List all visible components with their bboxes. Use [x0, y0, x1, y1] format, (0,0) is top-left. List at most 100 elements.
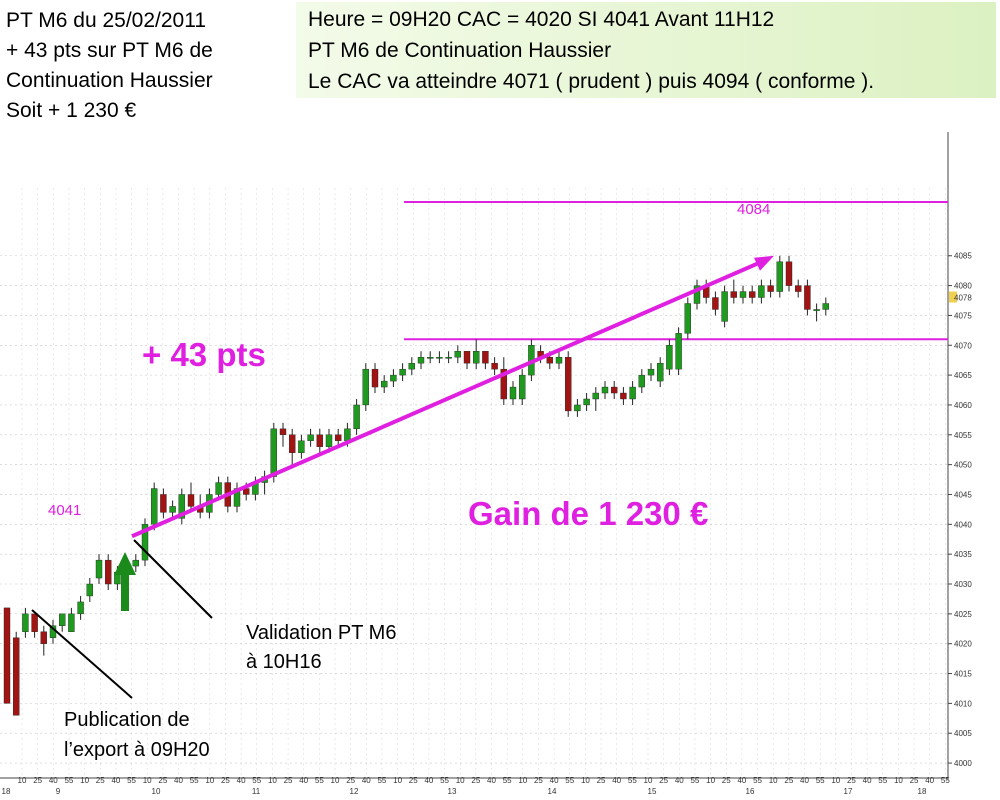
candle-body [675, 333, 682, 370]
candle-body [463, 351, 471, 364]
y-tick-label: 4055 [954, 431, 972, 440]
x-minute-label: 55 [377, 776, 386, 785]
x-hour-label: 13 [448, 787, 457, 796]
x-minute-label: 10 [706, 776, 715, 785]
candle-body [583, 398, 590, 406]
candle-body [270, 428, 277, 477]
x-minute-label: 40 [299, 776, 308, 785]
x-minute-label: 25 [722, 776, 731, 785]
candle-body [215, 482, 222, 495]
x-hour-label: 12 [350, 787, 359, 796]
start-price-label: 4041 [48, 502, 81, 519]
candle-body [12, 637, 20, 716]
x-minute-label: 55 [252, 776, 261, 785]
x-minute-label: 55 [503, 776, 512, 785]
price-marker [949, 291, 957, 303]
info-box: Heure = 09H20 CAC = 4020 SI 4041 Avant 1… [296, 2, 996, 98]
publication-callout-line [31, 609, 133, 699]
x-minute-label: 55 [628, 776, 637, 785]
candle-body [86, 583, 94, 597]
x-minute-label: 25 [158, 776, 167, 785]
x-minute-label: 10 [518, 776, 527, 785]
x-minute-label: 40 [174, 776, 183, 785]
x-minute-label: 55 [64, 776, 73, 785]
x-hour-label: 17 [844, 787, 853, 796]
candle-body [684, 303, 691, 334]
info-line-2: PT M6 de Continuation Haussier [308, 39, 612, 62]
x-hour-label: 16 [746, 787, 755, 796]
candle-body [436, 357, 443, 359]
candle-body [647, 368, 655, 376]
candle-body [316, 434, 323, 447]
x-minute-label: 10 [581, 776, 590, 785]
x-hour-label: 10 [152, 787, 161, 796]
validation-label-line-2: à 10H16 [246, 651, 322, 673]
x-hour-label: 9 [56, 787, 61, 796]
candlestick-chart: 4000400540104015402040254030403540404045… [0, 132, 972, 796]
candle-body [758, 285, 765, 298]
x-minute-label: 55 [190, 776, 199, 785]
y-tick-label: 4025 [954, 610, 972, 619]
candle-body [427, 357, 434, 359]
x-minute-label: 55 [127, 776, 136, 785]
candle-body [454, 351, 461, 358]
x-minute-label: 10 [268, 776, 277, 785]
x-minute-label: 55 [565, 776, 574, 785]
x-minute-label: 40 [737, 776, 746, 785]
candle-body [22, 613, 29, 632]
x-minute-label: 10 [644, 776, 653, 785]
x-minute-label: 55 [315, 776, 324, 785]
candle-body [353, 404, 360, 430]
x-minute-label: 25 [284, 776, 293, 785]
x-minute-label: 25 [910, 776, 919, 785]
x-hour-label: 15 [648, 787, 657, 796]
candle-body [712, 297, 719, 310]
candle-body [289, 434, 296, 453]
candle-body [31, 613, 38, 632]
y-tick-label: 4040 [954, 520, 972, 529]
validation-label-line-1: Validation PT M6 [246, 622, 396, 644]
summary-text: PT M6 du 25/02/2011 + 43 pts sur PT M6 d… [6, 6, 286, 126]
x-minute-label: 25 [221, 776, 230, 785]
trend-arrow-head [754, 255, 774, 271]
candle-body [3, 607, 11, 704]
x-minute-label: 10 [80, 776, 89, 785]
x-minute-label: 40 [237, 776, 246, 785]
candle-body [362, 368, 369, 406]
publication-label-line-2: l’export à 09H20 [64, 739, 210, 761]
x-minute-label: 40 [925, 776, 934, 785]
candle-body [638, 374, 645, 388]
y-tick-label: 4065 [954, 371, 972, 380]
x-minute-label: 40 [49, 776, 58, 785]
candle-body [417, 357, 425, 364]
candle-body [160, 494, 167, 513]
x-minute-label: 55 [690, 776, 699, 785]
candle-body [500, 368, 507, 400]
summary-line-1: PT M6 du 25/02/2011 [6, 9, 207, 32]
candle-body [95, 559, 103, 579]
x-minute-label: 10 [456, 776, 465, 785]
validation-callout-line [133, 539, 213, 619]
candle-body [629, 386, 636, 400]
x-hour-label: 14 [548, 787, 557, 796]
summary-line-4: Soit + 1 230 € [6, 99, 137, 122]
candle-body [822, 303, 829, 310]
candle-body [776, 261, 783, 292]
y-tick-label: 4060 [954, 401, 972, 410]
publication-label-line-1: Publication de [64, 709, 190, 731]
candle-body [381, 380, 388, 388]
candle-body [59, 613, 66, 626]
y-tick-label: 4050 [954, 461, 972, 470]
candle-body [657, 362, 664, 382]
candle-body [40, 631, 47, 644]
trend-arrow [131, 258, 765, 539]
x-minute-label: 55 [816, 776, 825, 785]
candle-body [693, 285, 701, 304]
candle-body [546, 357, 553, 364]
candle-body [298, 440, 305, 453]
x-minute-label: 40 [612, 776, 621, 785]
candle-body [68, 613, 75, 632]
candle-body [178, 494, 186, 519]
x-minute-label: 25 [659, 776, 668, 785]
x-minute-label: 55 [440, 776, 449, 785]
